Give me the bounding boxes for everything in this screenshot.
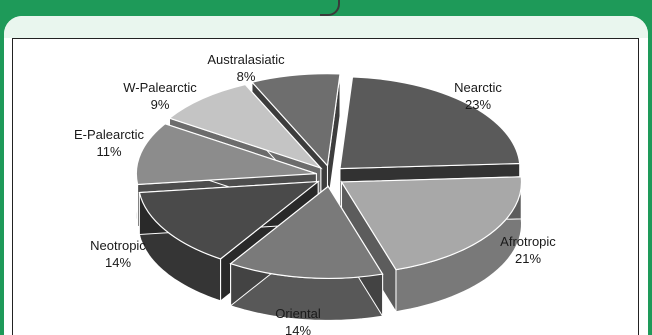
cropped-glyph	[320, 0, 340, 16]
slice-value-afrotropic: 21%	[515, 251, 541, 266]
slice-oriental	[229, 185, 384, 279]
slice-label-oriental: Oriental	[275, 306, 321, 321]
slice-label-australasiatic: Australasiatic	[207, 52, 285, 67]
top-band	[4, 0, 648, 40]
slice-label-e-palearctic: E-Palearctic	[74, 127, 145, 142]
slice-value-australasiatic: 8%	[237, 69, 256, 84]
slice-value-oriental: 14%	[285, 323, 311, 335]
slice-label-w-palearctic: W-Palearctic	[123, 80, 197, 95]
slice-value-nearctic: 23%	[465, 97, 491, 112]
slice-e-palearctic	[135, 123, 317, 186]
header-band	[4, 16, 648, 38]
slice-top-layer	[135, 73, 523, 279]
slice-afrotropic	[340, 176, 523, 271]
slice-neotropic	[138, 180, 320, 260]
slice-australasiatic	[250, 73, 341, 168]
slice-label-nearctic: Nearctic	[454, 80, 502, 95]
slice-label-afrotropic: Afrotropic	[500, 234, 556, 249]
slice-w-palearctic	[168, 83, 323, 170]
slice-label-layer: Nearctic 23% Afrotropic 21% Oriental 14% Neotr…	[74, 52, 556, 335]
slice-nearctic	[339, 76, 521, 170]
slice-value-w-palearctic: 9%	[151, 97, 170, 112]
slice-value-e-palearctic: 11%	[96, 144, 121, 159]
slice-value-neotropic: 14%	[105, 255, 131, 270]
slice-label-neotropic: Neotropic	[90, 238, 146, 253]
